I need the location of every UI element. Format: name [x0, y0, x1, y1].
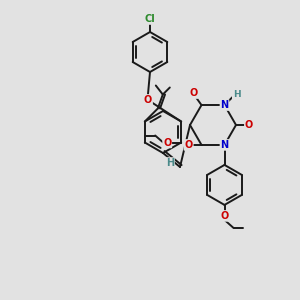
Text: N: N [220, 140, 229, 150]
Text: N: N [220, 100, 229, 110]
Text: Cl: Cl [145, 14, 155, 24]
Text: O: O [184, 140, 193, 150]
Text: O: O [220, 211, 229, 221]
Text: O: O [144, 95, 152, 105]
Text: H: H [233, 90, 240, 99]
Text: O: O [189, 88, 198, 98]
Text: O: O [245, 120, 253, 130]
Text: H: H [166, 158, 174, 168]
Text: O: O [163, 137, 171, 148]
